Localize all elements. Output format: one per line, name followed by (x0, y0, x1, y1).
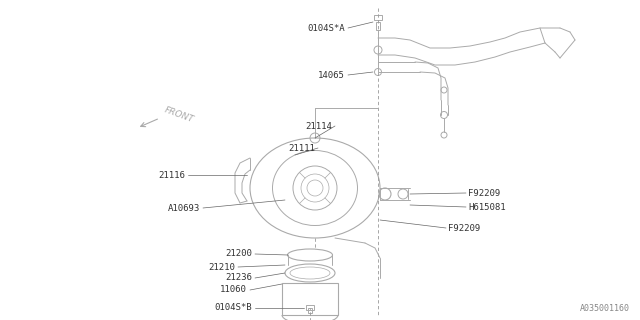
Text: 21116: 21116 (158, 171, 185, 180)
Bar (308, 308, 312, 313)
Text: 21114: 21114 (305, 122, 332, 131)
Text: H615081: H615081 (468, 203, 506, 212)
Text: 0104S*A: 0104S*A (307, 23, 345, 33)
Bar (282, 283, 338, 315)
Text: 11060: 11060 (220, 285, 247, 294)
Bar (306, 305, 314, 310)
Text: 21200: 21200 (225, 250, 252, 259)
Text: F92209: F92209 (468, 188, 500, 197)
Text: FRONT: FRONT (163, 106, 195, 124)
Text: 21236: 21236 (225, 274, 252, 283)
Bar (376, 22, 380, 30)
Text: 21210: 21210 (208, 262, 235, 271)
Text: A035001160: A035001160 (580, 304, 630, 313)
Text: 14065: 14065 (318, 70, 345, 79)
Text: A10693: A10693 (168, 204, 200, 212)
Bar (374, 15, 382, 20)
Text: 0104S*B: 0104S*B (214, 303, 252, 313)
Text: 21111: 21111 (288, 143, 315, 153)
Text: F92209: F92209 (448, 223, 480, 233)
